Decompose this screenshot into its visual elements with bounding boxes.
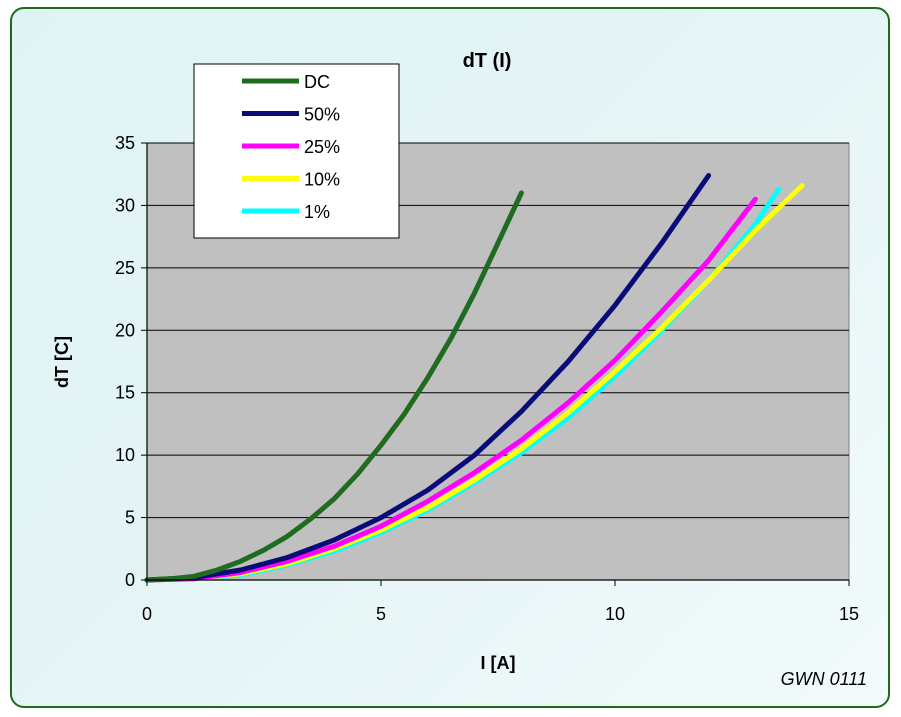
gridlines	[147, 142, 849, 519]
series-line-25pct	[144, 196, 758, 583]
y-tick-label: 0	[125, 570, 135, 590]
tick-labels: 0 5 10 15 20 25 30 35 0 5 10 15	[115, 133, 859, 624]
axes	[141, 142, 850, 586]
y-tick-label: 30	[115, 195, 135, 215]
legend-label: 50%	[304, 105, 340, 125]
y-tick-label: 15	[115, 383, 135, 403]
legend-label: 10%	[304, 170, 340, 190]
y-tick-label: 5	[125, 508, 135, 528]
chart-frame: 0 5 10 15 20 25 30 35 0 5 10 15 dT (I) I [A] dT [C]…	[10, 7, 890, 708]
series-line-dc	[144, 190, 524, 583]
y-axis-label: dT [C]	[52, 336, 72, 388]
legend-label: 25%	[304, 137, 340, 157]
annotation-text: GWN 0111	[781, 669, 867, 689]
x-axis-label: I [A]	[481, 653, 516, 673]
x-tick-label: 10	[605, 604, 625, 624]
y-tick-label: 25	[115, 258, 135, 278]
legend-label: DC	[304, 72, 330, 92]
x-tick-label: 15	[839, 604, 859, 624]
y-tick-label: 10	[115, 445, 135, 465]
chart-title: dT (I)	[463, 50, 512, 72]
legend-label: 1%	[304, 202, 330, 222]
x-tick-label: 0	[142, 604, 152, 624]
y-tick-label: 35	[115, 133, 135, 153]
series-layer	[144, 173, 805, 583]
chart-svg: 0 5 10 15 20 25 30 35 0 5 10 15 dT (I) I [A] dT [C]…	[52, 50, 867, 689]
y-tick-label: 20	[115, 320, 135, 340]
legend: DC 50% 25% 10% 1%	[193, 63, 400, 239]
x-tick-label: 5	[376, 604, 386, 624]
series-line-50pct	[144, 173, 712, 583]
